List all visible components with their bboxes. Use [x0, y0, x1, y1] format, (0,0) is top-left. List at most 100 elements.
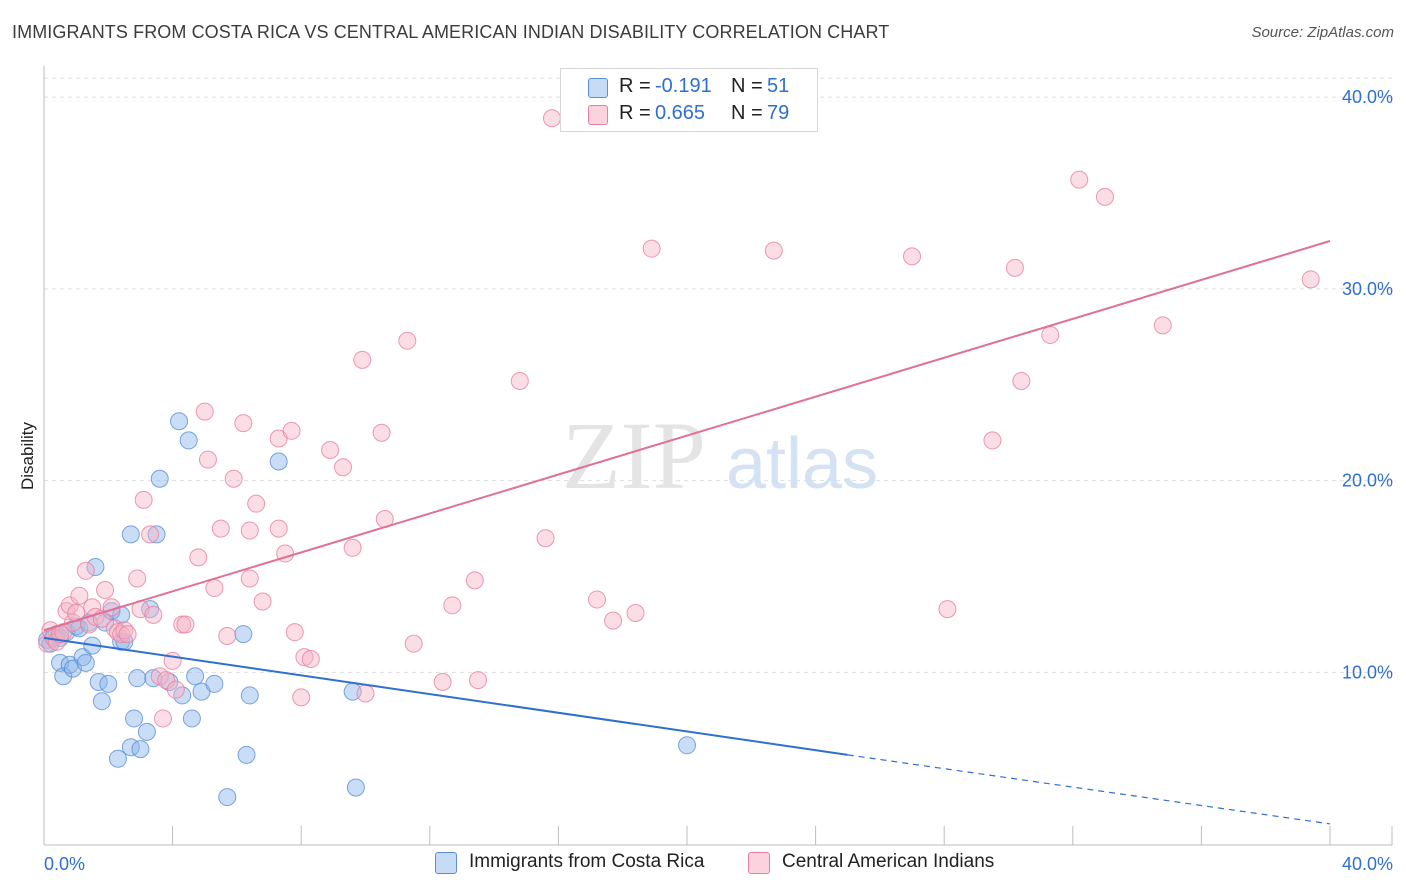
- correlation-legend: R = -0.191 N = 51 R = 0.665 N = 79: [560, 68, 818, 132]
- watermark-zip: ZIP: [562, 402, 706, 509]
- data-point-costa-rica: [76, 653, 95, 672]
- data-point-central-american-indians: [301, 650, 320, 669]
- trend-line-central-american-indians: [43, 240, 1331, 632]
- legend-swatch-pink: [748, 852, 770, 874]
- data-point-central-american-indians: [240, 521, 259, 540]
- data-point-central-american-indians: [166, 680, 185, 699]
- data-point-central-american-indians: [469, 671, 488, 690]
- tick-labels-layer: 10.0% 20.0% 30.0% 40.0% 0.0% 40.0%: [44, 87, 1393, 874]
- data-point-central-american-indians: [295, 648, 314, 667]
- data-point-central-american-indians: [1301, 270, 1320, 289]
- data-point-central-american-indians: [1153, 316, 1172, 335]
- r-value: 0.665: [655, 102, 706, 124]
- data-point-central-american-indians: [1005, 258, 1024, 277]
- data-point-costa-rica: [240, 686, 259, 705]
- data-point-central-american-indians: [157, 671, 176, 690]
- data-point-costa-rica: [108, 749, 127, 768]
- r-label: R =: [619, 75, 651, 97]
- data-point-central-american-indians: [198, 450, 217, 469]
- legend-label: Central American Indians: [782, 851, 995, 872]
- data-point-central-american-indians: [465, 571, 484, 590]
- data-point-central-american-indians: [321, 440, 340, 459]
- data-point-central-american-indians: [353, 350, 372, 369]
- data-point-central-american-indians: [247, 494, 266, 513]
- data-point-central-american-indians: [938, 600, 957, 619]
- data-point-costa-rica: [99, 674, 118, 693]
- data-point-costa-rica: [102, 602, 121, 621]
- data-point-costa-rica: [147, 525, 166, 544]
- y-axis-title: Disability: [18, 421, 37, 491]
- y-tick-label: 40.0%: [1342, 87, 1393, 107]
- data-point-central-american-indians: [433, 673, 452, 692]
- legend-swatch-blue: [588, 78, 608, 98]
- x-tick-label: 40.0%: [1342, 854, 1393, 874]
- trend-line-costa-rica: [43, 636, 848, 756]
- data-point-central-american-indians: [218, 626, 237, 645]
- axes-layer: [43, 66, 1393, 846]
- n-label: N =: [731, 75, 763, 97]
- data-point-costa-rica: [141, 600, 160, 619]
- legend-row-costa-rica: R = -0.191 N = 51: [561, 75, 817, 101]
- data-point-central-american-indians: [134, 490, 153, 509]
- data-point-costa-rica: [73, 648, 92, 667]
- data-point-central-american-indians: [224, 469, 243, 488]
- legend-swatch-blue: [435, 852, 457, 874]
- data-point-central-american-indians: [60, 596, 79, 615]
- data-point-costa-rica: [131, 740, 150, 759]
- data-point-costa-rica: [346, 778, 365, 797]
- n-value: 51: [767, 75, 790, 97]
- data-point-central-american-indians: [642, 239, 661, 258]
- legend-label: Immigrants from Costa Rica: [469, 851, 705, 872]
- data-point-central-american-indians: [764, 241, 783, 260]
- data-point-central-american-indians: [542, 109, 561, 128]
- data-point-central-american-indians: [536, 529, 555, 548]
- x-tick-label: 0.0%: [44, 854, 85, 874]
- y-tick-label: 30.0%: [1342, 279, 1393, 299]
- data-point-costa-rica: [121, 525, 140, 544]
- data-point-central-american-indians: [205, 579, 224, 598]
- r-label: R =: [619, 102, 651, 124]
- data-point-costa-rica: [237, 745, 256, 764]
- trend-layer: [43, 240, 1331, 825]
- data-point-central-american-indians: [211, 519, 230, 538]
- data-point-costa-rica: [179, 431, 198, 450]
- data-point-central-american-indians: [356, 684, 375, 703]
- data-point-costa-rica: [170, 412, 189, 431]
- data-point-central-american-indians: [282, 421, 301, 440]
- data-point-central-american-indians: [443, 596, 462, 615]
- data-point-costa-rica: [54, 667, 73, 686]
- data-point-costa-rica: [125, 709, 144, 728]
- data-point-central-american-indians: [70, 586, 89, 605]
- data-point-central-american-indians: [153, 709, 172, 728]
- data-point-costa-rica: [160, 673, 179, 692]
- data-point-central-american-indians: [604, 611, 623, 630]
- trend-line-costa-rica-extrapolated: [847, 754, 1331, 825]
- data-point-central-american-indians: [398, 331, 417, 350]
- data-point-central-american-indians: [1095, 187, 1114, 206]
- data-point-central-american-indians: [240, 569, 259, 588]
- data-point-central-american-indians: [96, 580, 115, 599]
- data-point-central-american-indians: [292, 688, 311, 707]
- n-value: 79: [767, 102, 790, 124]
- data-point-costa-rica: [269, 452, 288, 471]
- data-point-central-american-indians: [63, 613, 82, 632]
- data-point-central-american-indians: [626, 603, 645, 622]
- data-point-central-american-indians: [1070, 170, 1089, 189]
- watermark: ZIP atlas: [562, 402, 878, 509]
- data-point-costa-rica: [205, 674, 224, 693]
- data-point-central-american-indians: [404, 634, 423, 653]
- data-point-central-american-indians: [269, 519, 288, 538]
- legend-row-central-american-indians: R = 0.665 N = 79: [561, 102, 817, 128]
- y-tick-label: 10.0%: [1342, 662, 1393, 682]
- data-point-central-american-indians: [234, 414, 253, 433]
- chart-source: Source: ZipAtlas.com: [1251, 24, 1394, 41]
- data-point-costa-rica: [182, 709, 201, 728]
- data-point-central-american-indians: [144, 605, 163, 624]
- data-point-central-american-indians: [189, 548, 208, 567]
- r-value: -0.191: [655, 75, 712, 97]
- data-point-central-american-indians: [587, 590, 606, 609]
- data-point-central-american-indians: [76, 561, 95, 580]
- n-label: N =: [731, 102, 763, 124]
- data-point-costa-rica: [186, 667, 205, 686]
